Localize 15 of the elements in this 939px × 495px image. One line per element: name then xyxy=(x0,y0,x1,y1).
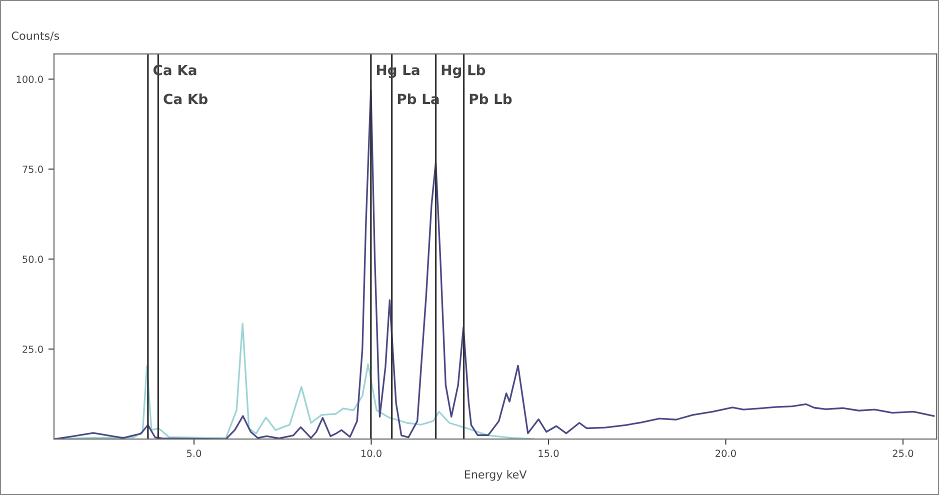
x-tick-label: 15.0 xyxy=(538,450,559,458)
y-tick-label: 25.0 xyxy=(22,346,43,353)
x-tick-label: 25.0 xyxy=(892,450,914,458)
x-tick-label: 10.0 xyxy=(362,450,382,458)
ref-line-label: Ca Kb xyxy=(164,93,208,104)
ref-line-label: Hg Lb xyxy=(442,64,486,78)
y-tick-label: 50.0 xyxy=(22,256,43,263)
x-tick-label: 5.0 xyxy=(187,450,202,458)
ref-line-label: Pb Lb xyxy=(470,93,512,104)
y-tick-label: 75.0 xyxy=(22,166,43,173)
y-tick-label: 100.0 xyxy=(16,76,43,83)
x-axis-title: Energy keV xyxy=(464,470,527,481)
line-series xyxy=(54,89,935,440)
x-tick-label: 20.0 xyxy=(716,450,736,458)
y-axis-title: Counts/s xyxy=(12,32,60,41)
